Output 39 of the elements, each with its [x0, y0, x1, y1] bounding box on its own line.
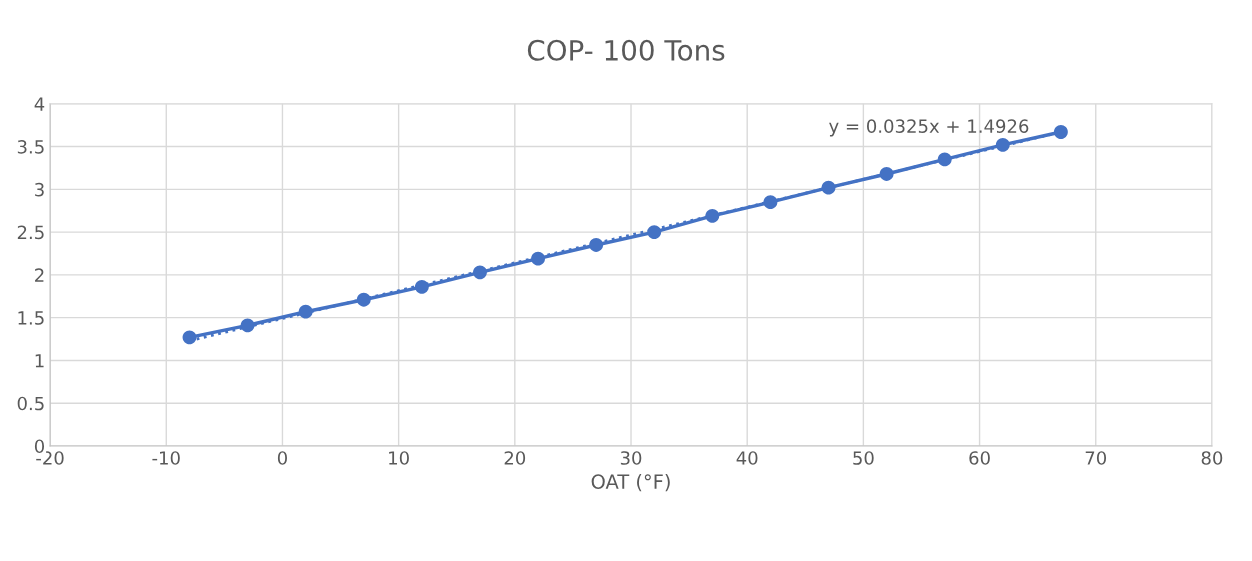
x-tick-label: 20	[504, 451, 526, 465]
y-tick-label: 1.5	[18, 311, 44, 325]
point	[182, 330, 197, 345]
x-tick-label: 60	[969, 451, 990, 465]
x-tick-label: 40	[736, 451, 758, 465]
x-tick-label: 50	[853, 451, 874, 465]
x-tick-label: -10	[152, 451, 180, 465]
x-axis-title: OAT (°F)	[591, 473, 670, 492]
x-tick-label: 10	[389, 451, 409, 465]
point	[879, 166, 894, 181]
point	[705, 208, 720, 223]
point	[1053, 125, 1068, 139]
chart-title: COP- 100 Tons	[527, 39, 725, 61]
point	[821, 180, 836, 195]
y-tick-label: 0	[34, 439, 45, 454]
point	[763, 195, 778, 210]
point	[473, 265, 487, 280]
y-tick-label: 2.5	[17, 225, 44, 240]
point	[298, 304, 313, 319]
y-tick-label: 0.5	[17, 396, 44, 411]
x-tick-label: 30	[620, 451, 642, 465]
point	[531, 251, 545, 266]
x-tick-label: 80	[1201, 451, 1223, 465]
point	[414, 279, 429, 294]
point	[356, 292, 371, 307]
y-tick-label: 3.5	[17, 140, 44, 154]
x-tick-label: 0	[277, 451, 287, 465]
y-tick-label: 2	[35, 268, 44, 282]
point	[937, 152, 952, 167]
point	[647, 225, 662, 240]
y-tick-label: 4	[34, 97, 45, 111]
point	[589, 238, 604, 252]
point	[995, 137, 1010, 152]
y-tick-label: 1	[35, 354, 44, 368]
point	[240, 318, 255, 333]
x-tick-label: 70	[1085, 451, 1107, 465]
y-tick-label: 3	[35, 182, 44, 197]
x-tick-label: -20	[36, 451, 64, 465]
annotation: y = 0.0325x + 1.4926	[829, 119, 1029, 137]
